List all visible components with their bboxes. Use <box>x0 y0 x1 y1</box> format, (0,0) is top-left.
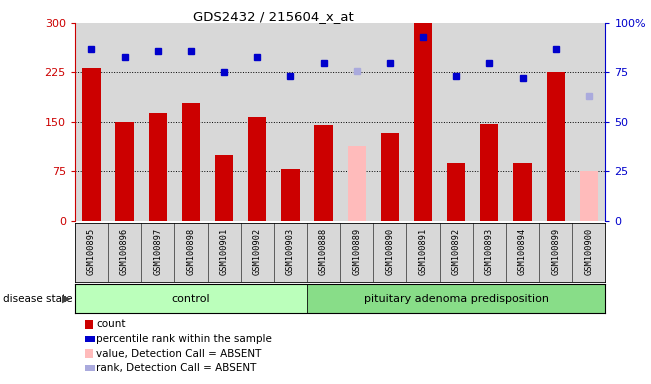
Bar <box>182 103 200 221</box>
Text: rank, Detection Call = ABSENT: rank, Detection Call = ABSENT <box>96 363 256 373</box>
Text: GSM100897: GSM100897 <box>153 227 162 275</box>
Bar <box>75 284 307 313</box>
Text: GSM100891: GSM100891 <box>419 227 428 275</box>
Bar <box>447 163 465 221</box>
Text: GSM100889: GSM100889 <box>352 227 361 275</box>
Text: GSM100890: GSM100890 <box>385 227 395 275</box>
Text: count: count <box>96 319 126 329</box>
Text: GSM100902: GSM100902 <box>253 227 262 275</box>
Text: GSM100898: GSM100898 <box>186 227 195 275</box>
Bar <box>248 117 266 221</box>
Text: GSM100895: GSM100895 <box>87 227 96 275</box>
Bar <box>381 133 399 221</box>
Bar <box>547 73 565 221</box>
Bar <box>115 122 133 221</box>
Bar <box>82 68 100 221</box>
Text: GSM100893: GSM100893 <box>485 227 494 275</box>
Text: GDS2432 / 215604_x_at: GDS2432 / 215604_x_at <box>193 10 353 23</box>
Text: pituitary adenoma predisposition: pituitary adenoma predisposition <box>364 293 549 304</box>
Bar <box>307 284 605 313</box>
Text: percentile rank within the sample: percentile rank within the sample <box>96 334 272 344</box>
Text: disease state: disease state <box>3 293 73 304</box>
Text: ▶: ▶ <box>62 293 70 304</box>
Text: GSM100901: GSM100901 <box>219 227 229 275</box>
Text: GSM100903: GSM100903 <box>286 227 295 275</box>
Bar <box>580 171 598 221</box>
Text: control: control <box>172 293 210 304</box>
Bar <box>514 163 532 221</box>
Text: value, Detection Call = ABSENT: value, Detection Call = ABSENT <box>96 349 262 359</box>
Bar <box>148 113 167 221</box>
Bar <box>215 155 233 221</box>
Text: GSM100894: GSM100894 <box>518 227 527 275</box>
Text: GSM100896: GSM100896 <box>120 227 129 275</box>
Text: GSM100900: GSM100900 <box>585 227 593 275</box>
Text: GSM100899: GSM100899 <box>551 227 561 275</box>
Bar <box>281 169 299 221</box>
Bar <box>414 23 432 221</box>
Bar <box>480 124 499 221</box>
Text: GSM100888: GSM100888 <box>319 227 328 275</box>
Bar <box>314 125 333 221</box>
Text: GSM100892: GSM100892 <box>452 227 461 275</box>
Bar <box>348 146 366 221</box>
